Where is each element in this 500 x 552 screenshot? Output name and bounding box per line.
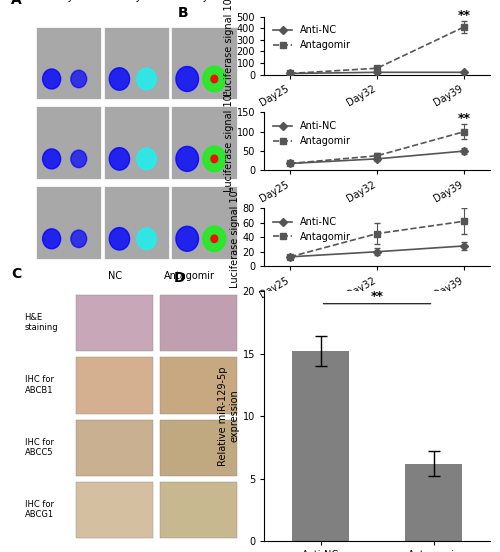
Circle shape [203, 66, 226, 92]
Circle shape [176, 66, 199, 92]
Y-axis label: Relative miR-129-5p
expression: Relative miR-129-5p expression [218, 367, 240, 466]
Text: **: ** [370, 290, 384, 303]
Text: IHC for
ABCB1: IHC for ABCB1 [24, 375, 54, 395]
Text: H&E
staining: H&E staining [24, 313, 58, 332]
Text: IHC for
ABCC5: IHC for ABCC5 [24, 438, 54, 457]
FancyBboxPatch shape [36, 187, 102, 259]
Circle shape [203, 146, 226, 172]
Text: D: D [174, 271, 185, 285]
Text: Day39: Day39 [190, 0, 221, 2]
Text: C: C [11, 267, 21, 282]
Circle shape [211, 75, 218, 83]
FancyBboxPatch shape [172, 26, 237, 99]
Text: **: ** [458, 112, 470, 125]
FancyBboxPatch shape [76, 295, 154, 351]
Legend: Anti-NC, Antagomir: Anti-NC, Antagomir [269, 213, 355, 246]
Circle shape [137, 228, 156, 250]
Text: NC: NC [108, 271, 122, 282]
Circle shape [137, 68, 156, 90]
Circle shape [211, 155, 218, 163]
FancyBboxPatch shape [36, 107, 102, 179]
Y-axis label: Luciferase signal 10³: Luciferase signal 10³ [224, 91, 234, 192]
Circle shape [42, 229, 60, 249]
Circle shape [176, 226, 199, 251]
FancyBboxPatch shape [160, 295, 237, 351]
Circle shape [71, 150, 86, 168]
Circle shape [71, 70, 86, 88]
FancyBboxPatch shape [76, 420, 154, 476]
Y-axis label: Luciferase signal 10³: Luciferase signal 10³ [224, 0, 234, 97]
Text: Day32: Day32 [122, 0, 154, 2]
Text: **: ** [458, 9, 470, 22]
Legend: Anti-NC, Antagomir: Anti-NC, Antagomir [269, 117, 355, 150]
Circle shape [42, 69, 60, 89]
Circle shape [42, 149, 60, 169]
Circle shape [110, 68, 130, 90]
Circle shape [176, 146, 199, 171]
Text: Antagomir: Antagomir [164, 271, 215, 282]
Text: A: A [11, 0, 22, 7]
Bar [292, 351, 349, 541]
FancyBboxPatch shape [104, 26, 169, 99]
Circle shape [110, 227, 130, 250]
FancyBboxPatch shape [160, 482, 237, 538]
Circle shape [71, 230, 86, 247]
Circle shape [203, 226, 226, 252]
FancyBboxPatch shape [172, 187, 237, 259]
Text: IHC for
ABCG1: IHC for ABCG1 [24, 500, 54, 519]
Circle shape [211, 235, 218, 242]
Legend: Anti-NC, Antagomir: Anti-NC, Antagomir [269, 22, 355, 54]
FancyBboxPatch shape [104, 187, 169, 259]
FancyBboxPatch shape [172, 107, 237, 179]
Circle shape [110, 148, 130, 170]
Y-axis label: Luciferase signal 10³: Luciferase signal 10³ [230, 187, 240, 288]
Bar [406, 464, 462, 541]
FancyBboxPatch shape [76, 482, 154, 538]
Text: B: B [178, 6, 189, 20]
Text: Day25: Day25 [54, 0, 86, 2]
Circle shape [137, 148, 156, 169]
FancyBboxPatch shape [36, 26, 102, 99]
FancyBboxPatch shape [160, 358, 237, 413]
FancyBboxPatch shape [104, 107, 169, 179]
FancyBboxPatch shape [76, 358, 154, 413]
FancyBboxPatch shape [160, 420, 237, 476]
